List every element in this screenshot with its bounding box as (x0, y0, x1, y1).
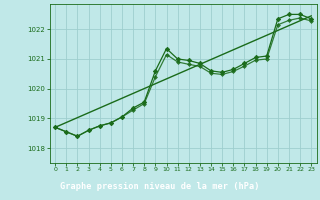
Text: Graphe pression niveau de la mer (hPa): Graphe pression niveau de la mer (hPa) (60, 182, 260, 191)
